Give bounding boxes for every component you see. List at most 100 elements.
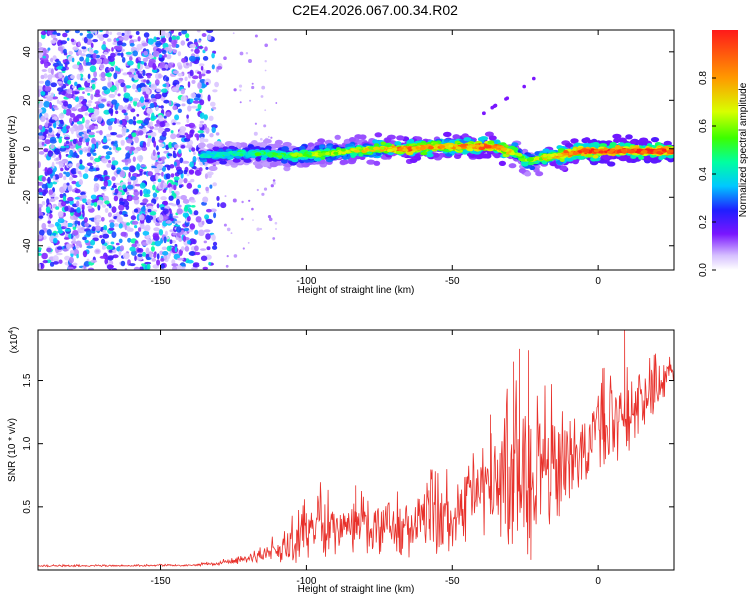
noise-speckle xyxy=(184,245,190,252)
noise-speckle xyxy=(146,263,151,270)
noise-speckle xyxy=(154,167,160,174)
noise-speckle xyxy=(70,168,78,175)
noise-speckle xyxy=(77,41,81,47)
noise-speckle xyxy=(189,129,195,134)
noise-speckle xyxy=(178,184,183,189)
noise-speckle xyxy=(47,176,51,184)
noise-speckle xyxy=(192,239,197,245)
noise-speckle xyxy=(176,226,182,233)
noise-speckle xyxy=(162,251,169,256)
noise-speckle xyxy=(199,63,205,67)
noise-speckle xyxy=(148,55,155,59)
noise-speckle xyxy=(89,156,94,161)
noise-speckle xyxy=(212,245,218,250)
noise-speckle xyxy=(41,252,48,260)
noise-speckle xyxy=(166,164,171,171)
noise-speckle xyxy=(187,240,191,245)
noise-speckle xyxy=(80,53,86,57)
noise-speckle xyxy=(165,220,172,224)
noise-speckle xyxy=(61,126,68,134)
noise-speckle xyxy=(120,141,125,146)
noise-speckle xyxy=(142,198,149,204)
noise-speckle xyxy=(202,196,209,203)
noise-speckle xyxy=(90,42,94,49)
noise-speckle xyxy=(194,229,199,235)
noise-speckle xyxy=(127,181,132,186)
noise-speckle xyxy=(99,63,105,69)
noise-speckle xyxy=(109,31,113,35)
noise-speckle xyxy=(120,231,127,237)
noise-speckle xyxy=(137,62,141,70)
ridge-point xyxy=(254,163,264,169)
noise-speckle xyxy=(72,262,78,266)
ridge-point xyxy=(484,131,494,137)
noise-speckle xyxy=(199,136,205,144)
secondary-streak-point xyxy=(490,105,495,110)
noise-speckle xyxy=(90,259,98,263)
noise-speckle xyxy=(178,149,182,155)
noise-speckle xyxy=(86,152,92,157)
noise-speckle xyxy=(73,116,79,122)
noise-speckle xyxy=(119,120,123,125)
noise-speckle xyxy=(164,64,169,70)
noise-speckle xyxy=(78,179,84,186)
noise-speckle xyxy=(41,141,45,146)
noise-speckle xyxy=(114,90,117,96)
noise-speckle xyxy=(62,32,68,38)
noise-speckle xyxy=(142,57,149,63)
noise-speckle xyxy=(48,189,54,195)
noise-speckle xyxy=(165,144,170,151)
noise-speckle xyxy=(38,54,42,59)
noise-speckle xyxy=(50,68,54,75)
noise-speckle xyxy=(38,207,42,213)
noise-speckle xyxy=(143,32,150,38)
noise-speckle xyxy=(86,78,92,83)
noise-speckle xyxy=(69,113,76,118)
noise-speckle xyxy=(122,166,130,171)
noise-speckle xyxy=(156,253,160,260)
noise-speckle xyxy=(40,91,46,96)
noise-speckle xyxy=(146,79,150,84)
noise-speckle xyxy=(72,64,79,70)
noise-speckle xyxy=(166,245,172,252)
noise-speckle xyxy=(38,89,42,93)
noise-speckle xyxy=(86,162,93,167)
noise-speckle xyxy=(97,204,101,211)
noise-speckle xyxy=(123,214,129,217)
noise-speckle xyxy=(197,130,204,134)
noise-speckle xyxy=(223,223,227,227)
noise-speckle xyxy=(212,241,218,247)
noise-speckle xyxy=(239,101,242,104)
noise-speckle xyxy=(82,173,89,180)
noise-speckle xyxy=(142,230,150,236)
noise-speckle xyxy=(54,196,59,200)
noise-speckle xyxy=(131,243,137,248)
noise-speckle xyxy=(178,237,183,242)
noise-speckle xyxy=(138,168,144,173)
ridge-point xyxy=(615,145,621,149)
noise-speckle xyxy=(102,145,110,150)
noise-speckle xyxy=(62,59,66,63)
noise-speckle xyxy=(189,223,196,230)
noise-speckle xyxy=(209,133,214,138)
noise-speckle xyxy=(106,133,112,138)
noise-speckle xyxy=(261,85,266,90)
noise-speckle xyxy=(126,222,130,226)
noise-speckle xyxy=(209,184,213,189)
noise-speckle xyxy=(154,123,160,127)
noise-speckle xyxy=(239,51,244,56)
ridge-point xyxy=(348,157,357,163)
noise-speckle xyxy=(84,87,91,93)
ridge-point xyxy=(263,138,272,144)
noise-speckle xyxy=(163,200,169,206)
noise-speckle xyxy=(212,106,217,110)
noise-speckle xyxy=(212,89,218,93)
ridge-point xyxy=(232,158,241,163)
noise-speckle xyxy=(118,204,125,211)
ridge-point xyxy=(205,150,212,155)
noise-speckle xyxy=(193,263,200,268)
noise-speckle xyxy=(177,51,182,57)
noise-speckle xyxy=(87,107,95,113)
noise-speckle xyxy=(64,190,70,193)
noise-speckle xyxy=(232,198,237,203)
